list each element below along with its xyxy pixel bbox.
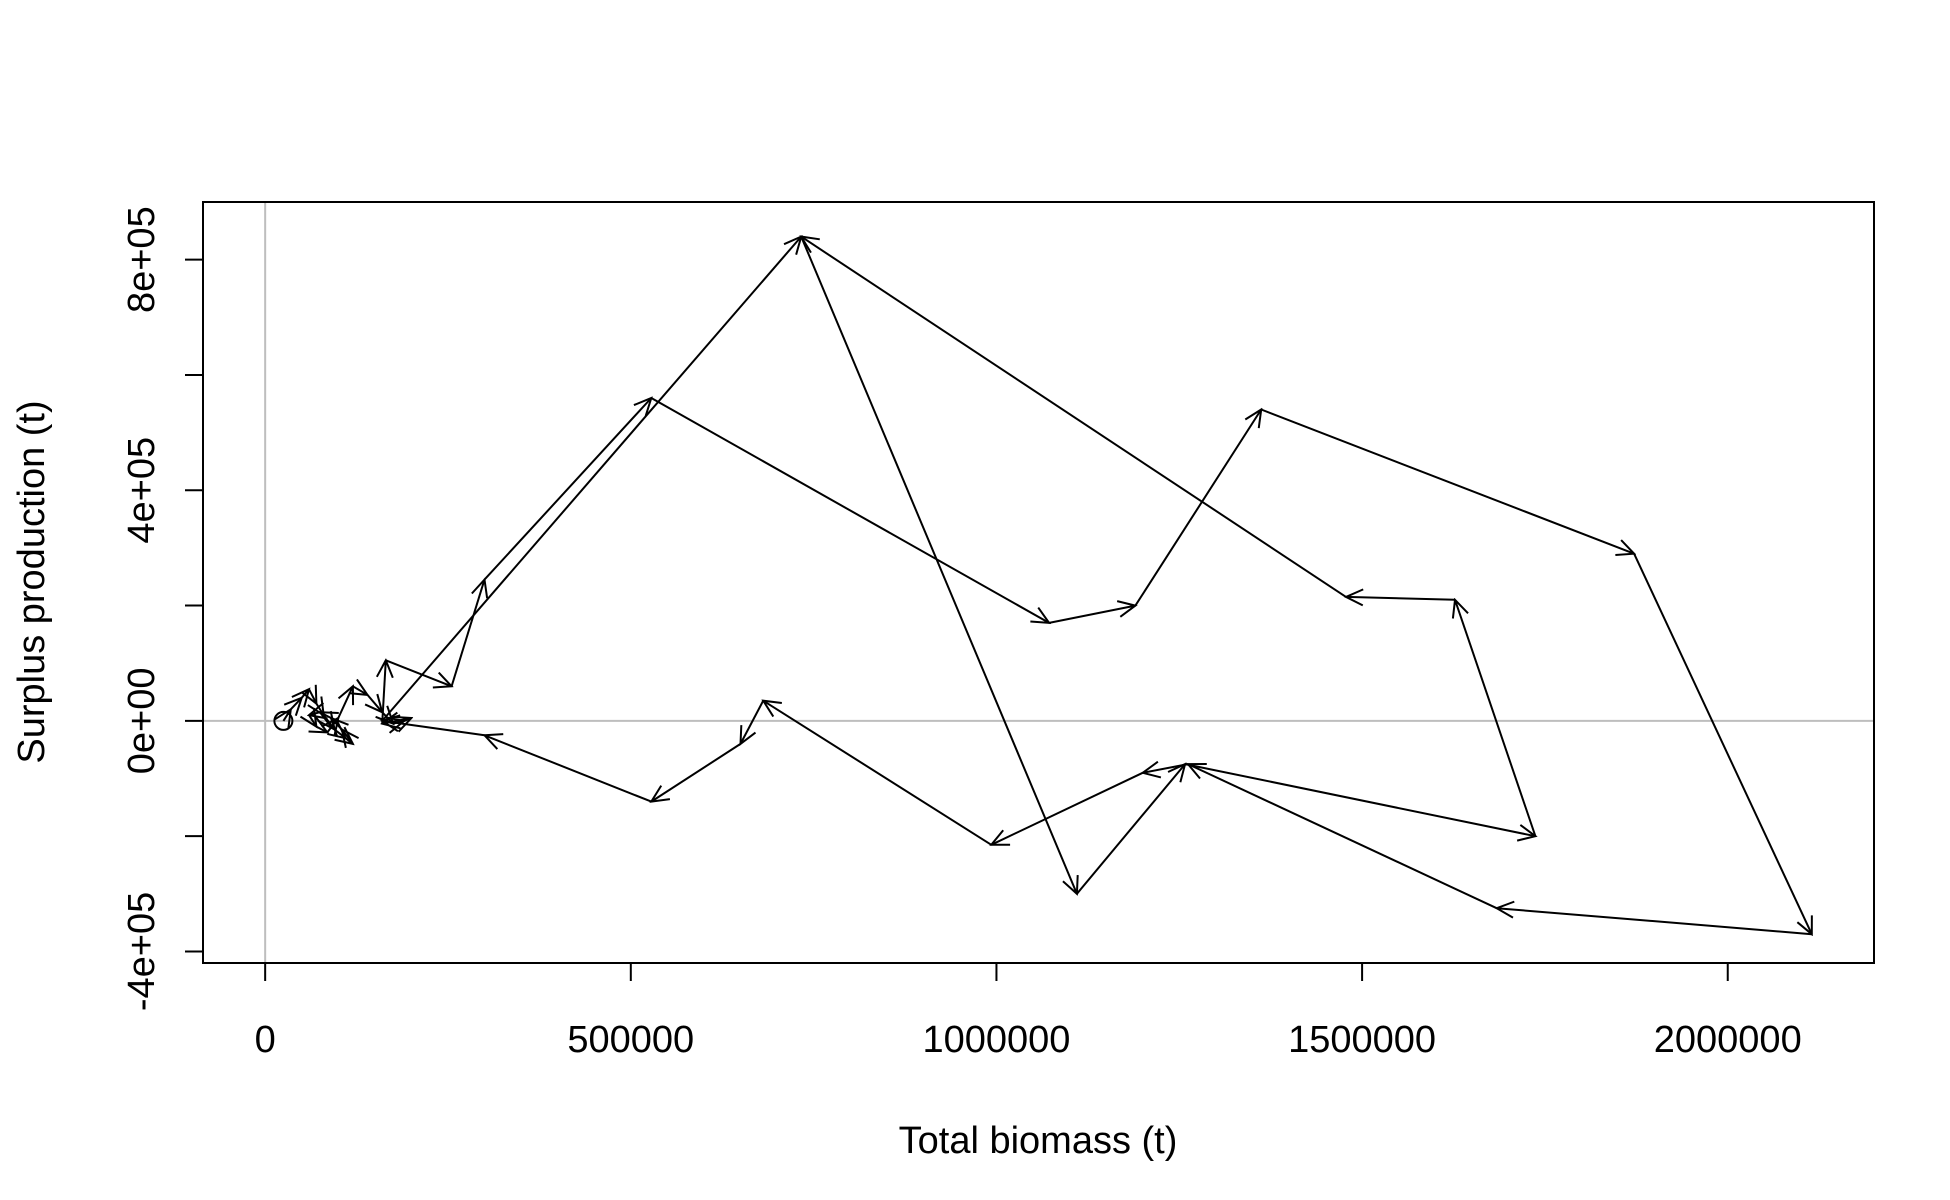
y-tick-label: -4e+05 bbox=[121, 892, 163, 1011]
trajectory-arrow bbox=[991, 771, 1144, 845]
start-markers bbox=[273, 710, 294, 731]
trajectory-arrow bbox=[450, 580, 485, 687]
x-tick-label: 1000000 bbox=[922, 1019, 1070, 1061]
trajectory-arrow bbox=[800, 236, 1077, 894]
trajectory-arrow bbox=[483, 398, 652, 581]
trajectory-arrow bbox=[651, 743, 742, 802]
trajectory-arrow bbox=[801, 237, 1347, 598]
trajectory-arrow bbox=[1260, 408, 1634, 554]
x-axis-label: Total biomass (t) bbox=[899, 1120, 1178, 1162]
trajectory-arrow bbox=[1048, 606, 1135, 624]
start-point-marker bbox=[273, 710, 294, 731]
y-axis-label: Surplus production (t) bbox=[11, 400, 53, 763]
trajectory-arrow bbox=[485, 735, 652, 803]
x-tick-label: 0 bbox=[255, 1019, 276, 1061]
trajectory-arrow bbox=[1497, 908, 1812, 936]
trajectory-arrow bbox=[382, 721, 485, 737]
y-tick-label: 8e+05 bbox=[121, 206, 163, 313]
trajectory-arrow bbox=[381, 237, 801, 722]
x-tick-label: 500000 bbox=[567, 1019, 694, 1061]
trajectory-arrow bbox=[650, 397, 1049, 623]
trajectory-arrow bbox=[1455, 600, 1537, 837]
reference-lines bbox=[203, 202, 1874, 963]
trajectory-arrow bbox=[382, 660, 386, 724]
trajectory-arrow bbox=[1184, 763, 1535, 836]
trajectory-arrow bbox=[1346, 597, 1456, 600]
y-tick-label: 0e+00 bbox=[121, 667, 163, 774]
trajectory-arrow bbox=[741, 700, 765, 744]
trajectory-arrow bbox=[1076, 764, 1185, 895]
y-tick-label: 4e+05 bbox=[121, 437, 163, 544]
x-tick-label: 1500000 bbox=[1288, 1019, 1436, 1061]
trajectory-arrow bbox=[353, 686, 368, 695]
trajectory-arrow bbox=[327, 718, 338, 732]
y-axis: -4e+05 0e+00 4e+05 8e+05 bbox=[121, 206, 204, 1011]
trajectory-arrow bbox=[1633, 553, 1812, 935]
trajectory-arrow bbox=[1188, 764, 1498, 910]
trajectory-arrow bbox=[385, 659, 452, 686]
x-tick-label: 2000000 bbox=[1654, 1019, 1802, 1061]
trajectory-arrow bbox=[763, 701, 992, 846]
trajectory-arrow bbox=[1134, 410, 1261, 607]
x-axis: 0 500000 1000000 1500000 2000000 bbox=[255, 962, 1802, 1061]
data-arrows bbox=[283, 237, 1811, 935]
